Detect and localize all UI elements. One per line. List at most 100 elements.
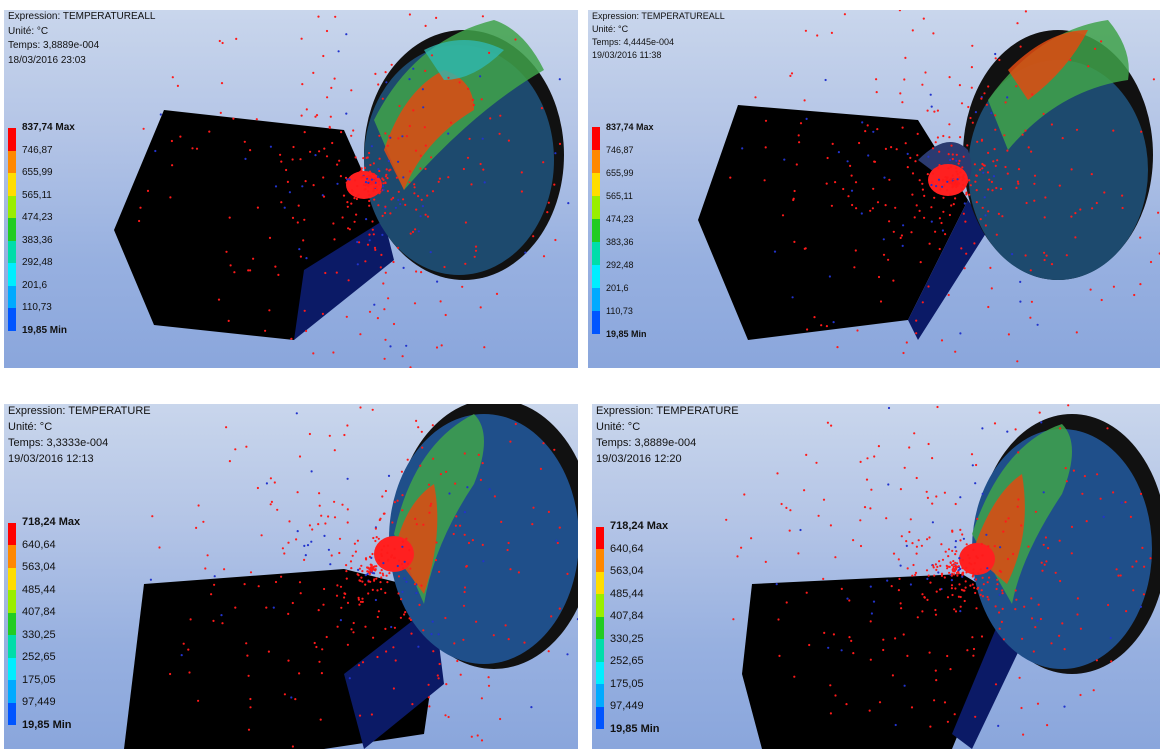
particle — [367, 570, 371, 573]
particle-cloud — [138, 13, 570, 368]
particle — [950, 144, 953, 147]
particle — [380, 554, 383, 558]
particle — [409, 567, 412, 570]
particle — [1036, 619, 1039, 622]
particle — [170, 139, 173, 143]
particle — [930, 220, 933, 223]
particle — [354, 156, 357, 159]
particle — [1063, 705, 1066, 708]
particle — [914, 571, 918, 574]
particle — [946, 176, 949, 179]
particle — [338, 537, 342, 540]
particle — [210, 593, 213, 596]
particle — [959, 528, 962, 531]
particle — [424, 69, 427, 72]
particle — [421, 205, 424, 208]
particle — [479, 75, 482, 78]
particle — [1017, 182, 1020, 185]
particle — [290, 337, 293, 340]
particle — [827, 646, 830, 649]
particle — [928, 651, 931, 654]
particle — [532, 235, 535, 238]
particle — [832, 321, 835, 324]
particle — [546, 211, 549, 214]
particle — [321, 648, 324, 651]
particle — [412, 109, 415, 112]
particle — [918, 179, 921, 182]
particle — [923, 194, 926, 197]
particle — [837, 151, 840, 154]
particle — [1061, 137, 1064, 140]
particle — [947, 153, 950, 156]
time-label: Temps: 4,4445e-004 — [592, 37, 675, 48]
particle — [268, 309, 271, 312]
particle — [375, 565, 378, 568]
particle — [338, 159, 341, 162]
particle — [939, 564, 942, 567]
particle — [283, 552, 286, 555]
particle — [957, 182, 960, 185]
particle — [492, 634, 495, 637]
particle — [777, 618, 780, 621]
particle — [1046, 724, 1049, 727]
particle — [303, 218, 306, 221]
particle — [948, 136, 951, 139]
particle — [972, 548, 975, 551]
particle — [372, 190, 375, 193]
particle — [965, 543, 968, 546]
particle — [249, 149, 252, 152]
particle — [875, 91, 878, 94]
particle — [382, 185, 385, 188]
particle — [931, 521, 934, 524]
legend-label: 837,74 Max — [606, 122, 654, 132]
particle — [940, 543, 943, 546]
particle — [974, 180, 977, 183]
legend-swatch — [8, 173, 16, 196]
particle — [452, 532, 455, 536]
particle — [915, 476, 918, 480]
particle — [345, 564, 348, 567]
particle — [791, 296, 794, 299]
particle — [368, 310, 372, 313]
particle — [971, 44, 974, 47]
particle — [381, 214, 384, 217]
particle — [969, 116, 972, 120]
particle — [789, 509, 792, 512]
legend-swatch — [596, 639, 604, 662]
particle — [961, 533, 964, 536]
particle — [950, 584, 954, 587]
particle — [531, 523, 534, 526]
particle — [933, 574, 936, 577]
particle — [984, 214, 987, 217]
particle — [1058, 634, 1061, 637]
particle — [979, 568, 982, 571]
legend-label: 655,99 — [606, 168, 634, 178]
particle — [322, 54, 325, 58]
particle — [986, 567, 989, 570]
particle — [968, 557, 971, 560]
particle — [937, 178, 941, 181]
particle — [797, 552, 800, 555]
particle — [449, 121, 453, 124]
particle — [398, 559, 401, 562]
particle — [965, 191, 968, 194]
particle — [382, 562, 385, 565]
particle — [305, 108, 308, 111]
particle — [265, 606, 268, 609]
particle — [918, 209, 921, 212]
particle — [805, 591, 808, 594]
particle — [1070, 552, 1073, 555]
particle — [1015, 598, 1018, 601]
particle — [951, 549, 954, 552]
particle — [397, 575, 401, 578]
particle — [427, 696, 430, 699]
particle — [803, 99, 806, 102]
particle — [783, 158, 786, 161]
legend-swatch — [8, 218, 16, 241]
particle — [364, 583, 367, 586]
particle — [911, 193, 914, 196]
particle — [373, 186, 376, 189]
particle — [314, 154, 317, 157]
particle — [400, 563, 403, 566]
particle — [974, 715, 977, 718]
